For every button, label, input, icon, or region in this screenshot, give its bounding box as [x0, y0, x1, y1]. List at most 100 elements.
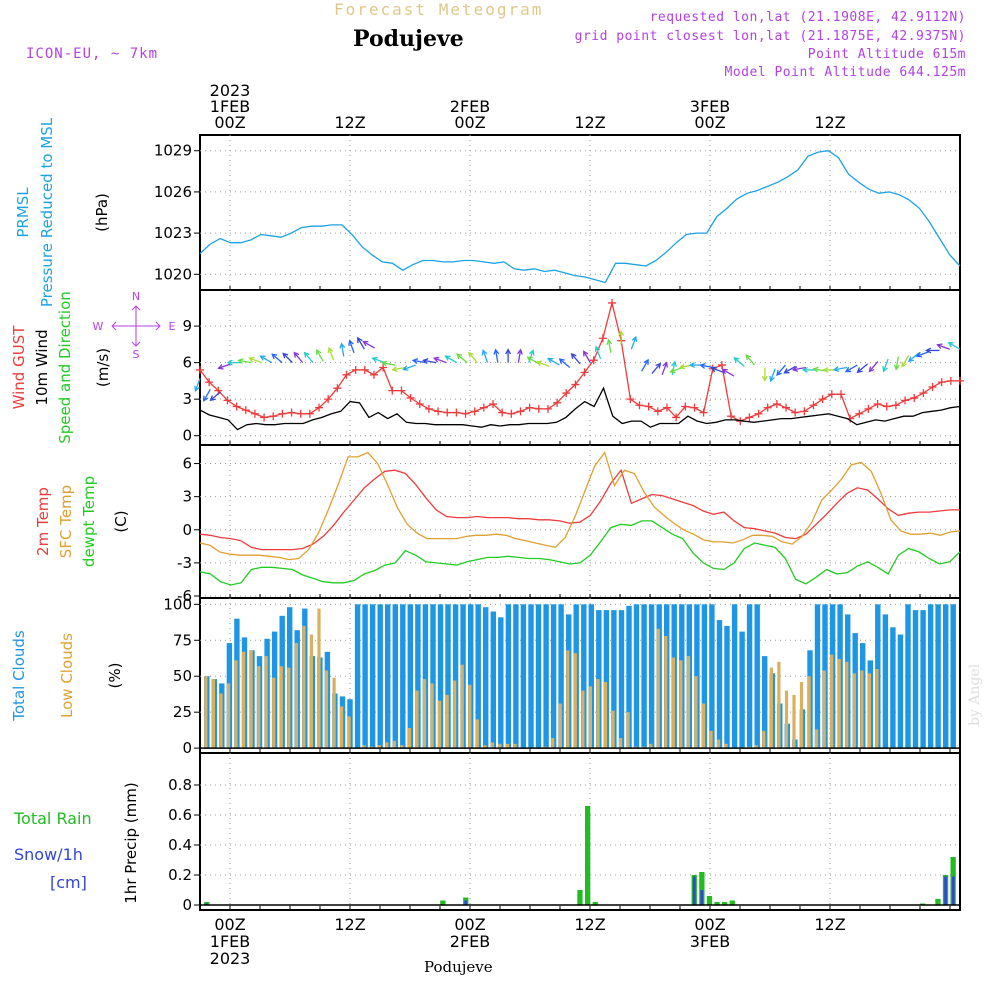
total-cloud-bar	[581, 604, 587, 749]
wind-direction-arrow	[547, 358, 560, 366]
snow-legend: Snow/1h	[14, 845, 83, 864]
model-point-altitude: Model Point Altitude 644.125m	[724, 65, 966, 80]
low-cloud-bar	[490, 742, 494, 749]
low-cloud-bar	[272, 677, 276, 749]
gust-marker	[388, 386, 397, 395]
y-tick-label: 0	[182, 896, 192, 914]
y-tick-label: 6	[182, 455, 192, 473]
low-cloud-bar	[845, 661, 849, 749]
wind-direction-arrow	[583, 351, 591, 363]
panel-frame	[199, 752, 961, 911]
total-cloud-bar	[437, 604, 444, 749]
low-cloud-bar	[626, 712, 630, 749]
wind-direction-arrow	[595, 346, 602, 360]
y-tick-label: 3	[182, 488, 192, 506]
y-axis-label: (C)	[112, 510, 130, 532]
point-altitude: Point Altitude 615m	[807, 47, 966, 62]
gust-marker	[745, 413, 754, 422]
y-tick-label: 0.6	[168, 806, 192, 824]
rain-bar	[714, 902, 720, 905]
low-cloud-bar	[324, 670, 329, 749]
y-axis-label: Wind GUST	[10, 325, 28, 410]
low-cloud-bar	[226, 683, 231, 749]
low-cloud-bar	[724, 743, 728, 749]
rain-bar	[585, 806, 591, 905]
wind-arrow-head	[733, 357, 740, 363]
wind-arrow-head	[893, 364, 900, 371]
gust-marker	[489, 400, 498, 409]
low-cloud-bar	[468, 684, 472, 749]
total-cloud-bar	[422, 604, 429, 749]
wind-arrow-head	[259, 355, 266, 361]
low-cloud-bar	[302, 625, 306, 749]
wind-direction-arrow	[670, 366, 683, 373]
wind-arrow-head	[761, 375, 768, 382]
wind-arrow-head	[371, 356, 378, 363]
total-cloud-bar	[746, 604, 753, 749]
total-cloud-bar	[588, 604, 594, 749]
rain-bar	[592, 902, 598, 905]
gust-marker	[534, 404, 543, 413]
wind-direction-arrow	[194, 378, 201, 391]
wind-direction-arrow	[937, 344, 950, 350]
low-cloud-bar	[792, 694, 796, 749]
low-cloud-bar	[754, 745, 758, 749]
wind-direction-arrow	[733, 357, 745, 367]
low-cloud-bar	[242, 651, 246, 749]
wind-direction-arrow	[711, 367, 725, 373]
gust-marker	[699, 408, 708, 417]
y-tick-label: 0.4	[168, 836, 192, 854]
wind-arrow-head	[209, 395, 216, 402]
total-cloud-bar	[814, 604, 821, 749]
total-cloud-bar	[882, 614, 889, 749]
low-cloud-bar	[279, 666, 283, 749]
gust-marker	[919, 389, 928, 398]
gust-marker	[305, 409, 314, 418]
low-cloud-bar	[460, 664, 464, 749]
gust-marker	[324, 395, 333, 404]
snow-bar	[944, 876, 947, 905]
gust-marker	[250, 409, 259, 418]
low-cloud-bar	[671, 657, 675, 749]
low-cloud-bar	[762, 730, 766, 749]
wind-arrow-head	[505, 348, 512, 355]
wind-direction-arrow	[218, 363, 232, 369]
gust-marker	[360, 365, 369, 374]
wind-direction-arrow	[895, 356, 900, 370]
gust-marker	[525, 403, 534, 412]
total-cloud-bar	[452, 604, 459, 749]
rain-bar	[699, 872, 705, 905]
credit-watermark: by Angel	[967, 663, 983, 726]
series-line	[199, 150, 961, 284]
low-cloud-bar	[264, 656, 268, 749]
gust-marker	[232, 402, 241, 411]
bottom-time-label: 12Z	[334, 915, 365, 934]
wind-direction-arrow	[607, 339, 612, 353]
low-cloud-bar	[392, 740, 396, 749]
gust-marker	[553, 398, 562, 407]
y-tick-label: 1020	[154, 265, 192, 283]
bottom-time-label: 2023	[210, 949, 251, 968]
compass-rose-icon	[111, 305, 161, 347]
y-axis-label: PRMSL	[14, 187, 32, 238]
wind-direction-arrow	[260, 355, 273, 364]
y-tick-label: 3	[182, 390, 192, 408]
wind-arrow-head	[293, 351, 300, 358]
y-axis-label: Low Clouds	[58, 633, 76, 718]
total-cloud-bar	[943, 604, 949, 749]
wind-arrow-head	[801, 366, 808, 373]
low-cloud-bar	[566, 650, 570, 749]
low-cloud-bar	[400, 745, 404, 749]
wind-arrow-head	[901, 361, 907, 368]
gust-marker	[598, 334, 607, 343]
snow-bar	[464, 900, 468, 905]
y-tick-label: 6	[182, 354, 192, 372]
wind-arrow-head	[671, 360, 677, 367]
low-cloud-bar	[837, 659, 841, 749]
total-cloud-bar	[927, 604, 934, 749]
total-cloud-bar	[762, 656, 768, 749]
2m-temp-line	[199, 468, 960, 551]
wind-direction-arrow	[793, 366, 807, 371]
requested-coordinates: requested lon,lat (21.1908E, 42.9112N)	[649, 10, 966, 25]
gust-marker	[461, 409, 470, 418]
